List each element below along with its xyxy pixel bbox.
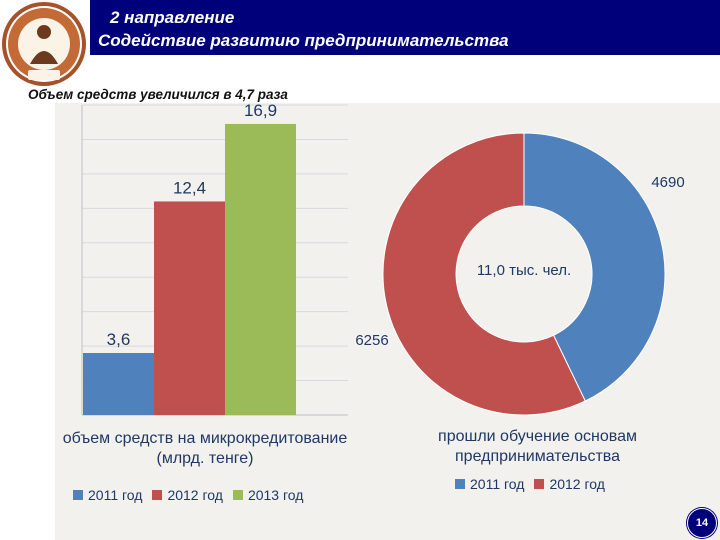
bar-value-label-3: 16,9 [244, 101, 277, 120]
program-logo [0, 0, 90, 90]
donut-chart-caption-text: прошли обучение основам предпринимательс… [438, 428, 637, 465]
bar-value-label-2: 12,4 [173, 178, 206, 197]
legend-item-2012-donut: 2012 год [534, 476, 605, 492]
legend-swatch-2011-donut [455, 479, 465, 489]
bar-chart-legend: 2011 год 2012 год 2013 год [73, 487, 303, 503]
bar-2 [154, 201, 225, 415]
legend-item-2012: 2012 год [152, 487, 223, 503]
legend-label-2012-donut: 2012 год [549, 476, 605, 492]
section-number-title: 2 направление [110, 8, 235, 27]
legend-label-2013: 2013 год [247, 487, 304, 503]
header-bar [0, 0, 720, 55]
legend-label-2012: 2012 год [167, 487, 223, 503]
legend-swatch-2013 [232, 490, 243, 500]
bar-1 [83, 353, 154, 415]
page-number-badge: 14 [687, 508, 717, 538]
donut-value-label-2: 6256 [355, 332, 388, 349]
legend-label-2011: 2011 год [88, 487, 143, 503]
section-title: Содействие развитию предпринимательства [98, 31, 509, 50]
bar-3 [225, 123, 296, 415]
bar-value-labels: 3,6 12,4 16,9 [107, 101, 277, 349]
legend-swatch-2012-donut [534, 479, 545, 489]
donut-slice-1 [523, 132, 666, 402]
donut-chart-legend: 2011 год 2012 год [455, 476, 605, 492]
bar-series [83, 123, 296, 415]
donut-value-label-1: 4690 [651, 174, 684, 191]
bar-chart-caption-text: объем средств на микрокредитование (млрд… [62, 430, 348, 467]
legend-swatch-2012 [152, 490, 163, 500]
chart-subtitle: Объем средств увеличился в 4,7 раза [28, 87, 288, 102]
donut-series [382, 132, 666, 416]
legend-label-2011-donut: 2011 год [470, 476, 525, 492]
legend-swatch-2011 [73, 490, 83, 500]
legend-item-2011: 2011 год [73, 487, 142, 503]
bar-value-label-1: 3,6 [107, 330, 131, 349]
donut-chart-caption: прошли обучение основам предпринимательс… [405, 427, 670, 467]
donut-slice-2 [382, 132, 586, 416]
bar-chart-caption: объем средств на микрокредитование (млрд… [40, 429, 370, 469]
legend-item-2013: 2013 год [232, 487, 304, 503]
legend-item-2011-donut: 2011 год [455, 476, 524, 492]
donut-center-label: 11,0 тыс. чел. [477, 262, 571, 279]
donut-value-labels: 4690 6256 [355, 174, 684, 349]
